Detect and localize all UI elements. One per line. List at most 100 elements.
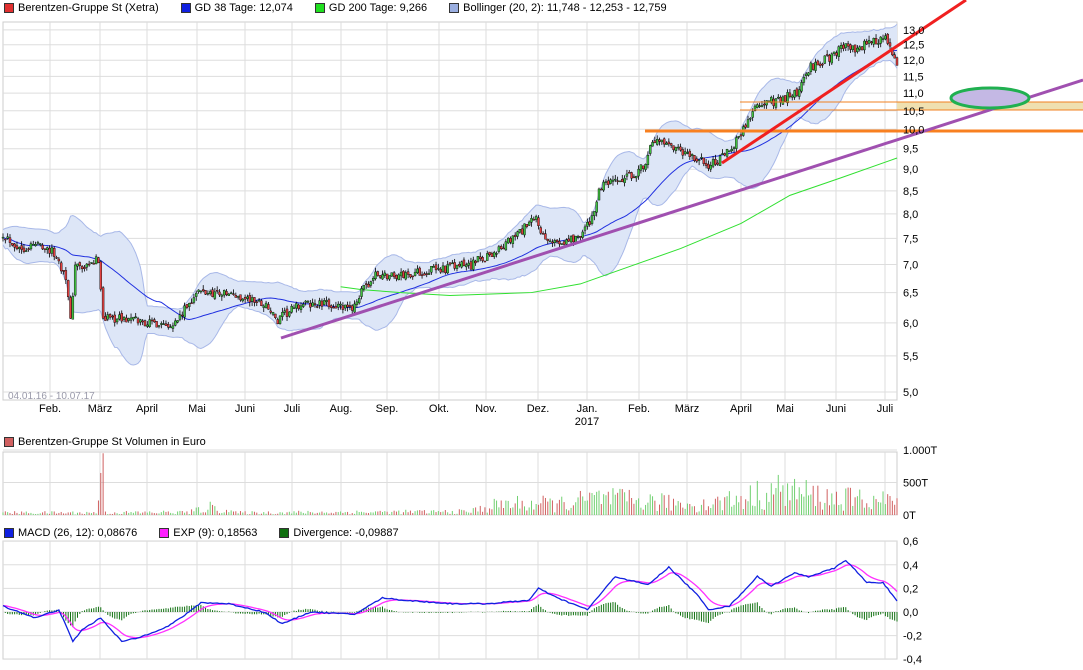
- candle-body: [39, 243, 42, 245]
- candle-body: [243, 297, 247, 300]
- candle-body: [285, 308, 289, 317]
- candle-body: [13, 243, 16, 248]
- candle-body: [330, 305, 333, 308]
- y-tick-label: 6,0: [903, 318, 918, 330]
- candle-body: [581, 231, 584, 238]
- candle-body: [32, 243, 35, 246]
- candle-body: [229, 292, 233, 295]
- candle-body: [376, 271, 380, 276]
- candle-body: [6, 236, 9, 239]
- candle-body: [274, 313, 277, 319]
- candle-body: [155, 321, 158, 328]
- candle-body: [625, 173, 629, 177]
- legend-swatch: [4, 3, 14, 13]
- candle-body: [532, 218, 536, 221]
- candle-body: [122, 316, 126, 320]
- candle-body: [15, 245, 19, 250]
- candle-body: [737, 136, 740, 138]
- candle-body: [569, 236, 573, 243]
- candle-body: [418, 267, 421, 276]
- candle-body: [197, 289, 200, 292]
- y-tick-label: 6,5: [903, 288, 918, 300]
- y-tick-label: 0T: [903, 510, 916, 522]
- legend-price: Berentzen-Gruppe St (Xetra): [4, 2, 159, 14]
- candle-body: [637, 168, 640, 177]
- candle-body: [555, 239, 559, 243]
- candle-body: [730, 149, 733, 152]
- candle-body: [793, 90, 796, 98]
- candle-body: [295, 303, 298, 309]
- candle-body: [718, 155, 722, 166]
- legend-label: Berentzen-Gruppe St Volumen in Euro: [18, 436, 206, 448]
- macd-legend: MACD (26, 12): 0,08676 EXP (9): 0,18563 …: [4, 527, 399, 539]
- candle-body: [488, 251, 491, 255]
- candle-body: [390, 272, 393, 277]
- candle-body: [125, 317, 128, 323]
- candle-body: [416, 268, 419, 273]
- candle-body: [232, 293, 235, 295]
- candle-body: [55, 257, 58, 259]
- x-tick-label: April: [136, 403, 158, 415]
- y-tick-label: 10,5: [903, 106, 924, 118]
- candle-body: [257, 299, 261, 302]
- candle-body: [749, 118, 752, 120]
- macd-panel: [2, 559, 898, 643]
- candle-body: [590, 215, 594, 224]
- candle-body: [513, 234, 517, 237]
- candle-body: [798, 89, 801, 97]
- candle-body: [551, 241, 554, 244]
- candle-body: [576, 235, 580, 238]
- candle-body: [562, 241, 566, 245]
- x-tick-label: Juni: [235, 403, 255, 415]
- y-tick-label: 10,0: [903, 124, 924, 136]
- legend-swatch: [180, 3, 191, 13]
- macd-line: [2, 559, 898, 643]
- candle-body: [64, 270, 68, 280]
- trend-line-long: [280, 78, 1083, 340]
- candle-body: [18, 247, 21, 249]
- candle-body: [150, 319, 154, 322]
- candle-body: [795, 88, 799, 96]
- candle-body: [656, 139, 659, 145]
- x-year-label: 2017: [575, 416, 599, 428]
- candle-body: [867, 40, 871, 44]
- candle-body: [681, 149, 685, 156]
- candle-body: [113, 314, 116, 323]
- y-tick-label: 9,5: [903, 144, 918, 156]
- candle-body: [651, 141, 654, 147]
- y-tick-label: 7,0: [903, 259, 918, 271]
- candle-body: [881, 38, 885, 40]
- candle-body: [188, 303, 191, 307]
- candle-body: [558, 240, 561, 245]
- candle-body: [583, 226, 587, 231]
- x-tick-label: Juni: [826, 403, 846, 415]
- candle-body: [248, 295, 251, 303]
- candle-body: [176, 320, 179, 323]
- candle-body: [888, 42, 892, 47]
- candle-body: [50, 247, 54, 254]
- candle-body: [351, 305, 354, 311]
- candle-body: [474, 260, 477, 264]
- candle-body: [683, 151, 687, 155]
- x-tick-label: Mai: [776, 403, 794, 415]
- candle-body: [1, 236, 5, 239]
- candle-body: [495, 253, 498, 255]
- candle-body: [579, 235, 582, 238]
- candle-body: [818, 63, 822, 66]
- candle-body: [246, 296, 249, 299]
- candle-body: [211, 289, 214, 297]
- x-tick-label: März: [675, 403, 699, 415]
- candle-body: [283, 310, 286, 313]
- candle-body: [895, 57, 899, 66]
- candle-body: [320, 300, 324, 307]
- candle-body: [62, 270, 65, 272]
- bollinger-fill: [3, 24, 897, 366]
- candle-body: [178, 314, 182, 320]
- candle-body: [716, 162, 719, 165]
- candle-body: [276, 319, 279, 325]
- candle-body: [758, 105, 761, 107]
- candle-body: [877, 43, 880, 45]
- candle-body: [567, 238, 570, 242]
- candle-body: [362, 285, 366, 290]
